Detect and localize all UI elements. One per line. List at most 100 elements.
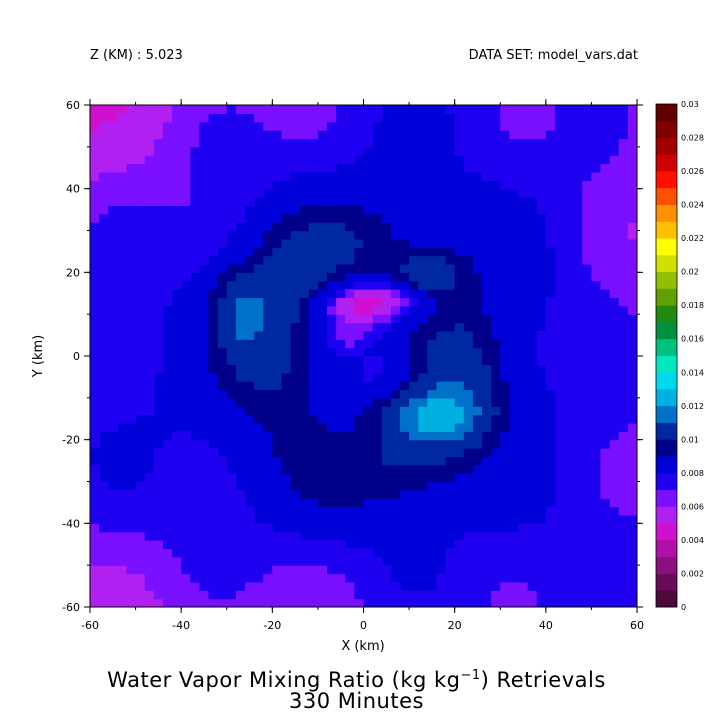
field-cell	[436, 205, 447, 215]
field-cell	[226, 431, 237, 441]
field-cell	[99, 339, 109, 349]
field-cell	[345, 514, 355, 524]
field-cell	[627, 590, 637, 600]
field-cell	[327, 590, 337, 600]
field-cell	[436, 406, 447, 416]
colorbar-swatch	[656, 104, 677, 122]
field-cell	[272, 171, 283, 181]
field-cell	[263, 255, 273, 265]
field-cell	[308, 213, 319, 223]
field-cell	[144, 155, 155, 165]
field-cell	[99, 138, 109, 148]
x-tick-label: 60	[630, 619, 644, 632]
field-cell	[226, 130, 237, 140]
field-cell	[609, 406, 620, 416]
field-cell	[554, 197, 565, 206]
field-cell	[99, 372, 109, 382]
field-cell	[235, 113, 246, 123]
field-cell	[409, 514, 419, 524]
field-cell	[500, 155, 510, 165]
field-cell	[244, 222, 255, 232]
field-cell	[509, 255, 520, 265]
field-cell	[126, 113, 137, 123]
colorbar-tick-label: 0.008	[681, 469, 704, 478]
field-cell	[135, 155, 146, 165]
field-cell	[336, 548, 346, 558]
field-cell	[554, 590, 565, 600]
field-cell	[591, 506, 602, 516]
field-cell	[235, 531, 246, 541]
field-cell	[263, 364, 273, 374]
field-cell	[108, 339, 118, 349]
field-cell	[463, 372, 474, 382]
field-cell	[290, 155, 301, 165]
field-cell	[472, 540, 483, 550]
field-cell	[372, 473, 383, 483]
field-cell	[144, 598, 155, 607]
field-cell	[627, 339, 637, 349]
field-cell	[190, 389, 200, 399]
field-cell	[327, 372, 337, 382]
field-cell	[345, 406, 355, 416]
field-cell	[600, 297, 611, 307]
field-cell	[436, 230, 447, 240]
field-cell	[235, 272, 246, 282]
field-cell	[582, 422, 593, 432]
field-cell	[281, 456, 292, 466]
field-cell	[600, 121, 611, 131]
field-cell	[582, 489, 593, 499]
field-cell	[472, 356, 483, 365]
field-cell	[445, 481, 456, 491]
field-cell	[336, 481, 346, 491]
field-cell	[345, 339, 355, 349]
field-cell	[244, 297, 255, 307]
field-cell	[345, 397, 355, 407]
field-cell	[564, 314, 574, 324]
field-cell	[472, 314, 483, 324]
field-cell	[573, 188, 583, 198]
field-cell	[317, 506, 328, 516]
field-cell	[591, 138, 602, 148]
field-cell	[263, 105, 273, 114]
field-cell	[618, 180, 629, 190]
field-cell	[372, 263, 383, 273]
field-cell	[536, 155, 547, 165]
field-cell	[518, 155, 529, 165]
field-cell	[336, 314, 346, 324]
field-cell	[573, 506, 583, 516]
field-cell	[263, 540, 273, 550]
field-cell	[627, 238, 637, 248]
field-cell	[208, 489, 219, 499]
field-cell	[272, 297, 283, 307]
field-cell	[254, 573, 264, 583]
field-cell	[618, 247, 629, 257]
field-cell	[263, 439, 273, 449]
field-cell	[582, 573, 593, 583]
field-cell	[254, 372, 264, 382]
field-cell	[600, 213, 611, 223]
field-cell	[162, 105, 173, 114]
field-cell	[153, 347, 164, 357]
field-cell	[418, 222, 428, 232]
field-cell	[162, 590, 173, 600]
field-cell	[600, 238, 611, 248]
field-cell	[500, 464, 510, 474]
field-cell	[235, 406, 246, 416]
field-cell	[399, 247, 410, 257]
field-cell	[445, 556, 456, 566]
field-cell	[381, 397, 392, 407]
field-cell	[390, 473, 401, 483]
field-cell	[445, 339, 456, 349]
field-cell	[199, 364, 210, 374]
field-cell	[509, 146, 520, 156]
field-cell	[317, 548, 328, 558]
field-cell	[336, 263, 346, 273]
field-cell	[564, 473, 574, 483]
field-cell	[491, 406, 501, 416]
field-cell	[463, 297, 474, 307]
colorbar-tick-label: 0.006	[681, 502, 704, 511]
field-cell	[290, 272, 301, 282]
field-cell	[327, 105, 337, 114]
field-cell	[509, 314, 520, 324]
field-cell	[527, 406, 538, 416]
